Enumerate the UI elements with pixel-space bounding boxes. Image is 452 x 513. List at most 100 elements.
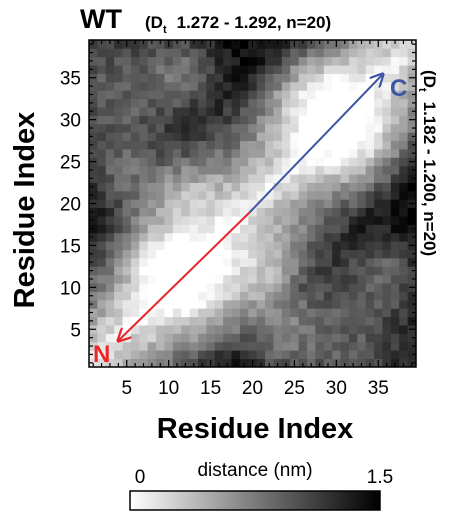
heatmap-cell [374,115,383,125]
heatmap-cell [290,174,300,183]
heatmap-cell [172,174,182,183]
heatmap-cell [256,157,266,167]
heatmap-cell [122,283,132,292]
heatmap-cell [181,216,191,225]
heatmap-cell [114,325,123,334]
heatmap-cell [105,73,115,83]
heatmap-cell [290,73,300,83]
heatmap-cell [189,98,199,108]
heatmap-cell [273,232,283,242]
heatmap-cell [273,266,283,276]
heatmap-cell [332,56,341,66]
heatmap-cell [156,258,165,267]
heatmap-cell [290,65,300,74]
heatmap-cell [97,81,107,91]
heatmap-cell [139,90,149,100]
heatmap-cell [181,207,191,217]
heatmap-cell [89,190,98,200]
heatmap-cell [181,73,191,83]
heatmap-cell [357,107,367,116]
heatmap-cell [239,341,249,351]
heatmap-cell [290,182,300,192]
heatmap-cell [97,182,107,192]
heatmap-cell [399,65,409,74]
heatmap-cell [231,107,241,116]
heatmap-cell [390,81,400,91]
heatmap-cell [290,56,300,66]
heatmap-cell [357,308,367,318]
heatmap-cell [298,182,308,192]
heatmap-cell [105,98,115,108]
heatmap-cell [156,115,165,125]
heatmap-cell [97,291,107,301]
heatmap-cell [223,333,232,343]
heatmap-cell [214,274,224,284]
heatmap-cell [307,115,316,125]
heatmap-cell [198,224,207,234]
heatmap-cell [340,81,350,91]
heatmap-cell [223,149,232,158]
heatmap-cell [248,341,258,351]
heatmap-cell [399,249,409,259]
heatmap-cell [198,98,207,108]
heatmap-cell [281,216,291,225]
heatmap-cell [399,350,409,360]
heatmap-cell [399,216,409,225]
heatmap-cell [374,123,383,133]
heatmap-cell [164,140,174,150]
heatmap-cell [214,123,224,133]
heatmap-cell [105,350,115,360]
heatmap-cell [382,149,392,158]
heatmap-cell [332,316,341,326]
heatmap-cell [214,98,224,108]
heatmap-cell [248,207,258,217]
heatmap-cell [348,232,358,242]
heatmap-cell [374,232,383,242]
heatmap-cell [172,132,182,142]
heatmap-cell [348,249,358,259]
heatmap-cell [290,81,300,91]
heatmap-cell [332,81,341,91]
heatmap-cell [332,291,341,301]
heatmap-cell [198,140,207,150]
heatmap-cell [273,182,283,192]
heatmap-cell [214,115,224,125]
heatmap-cell [365,115,375,125]
heatmap-cell [365,308,375,318]
heatmap-cell [239,140,249,150]
heatmap-cell [273,316,283,326]
heatmap-cell [332,165,341,175]
heatmap-cell [231,283,241,292]
heatmap-cell [315,90,325,100]
heatmap-cell [122,123,132,133]
heatmap-cell [290,325,300,334]
heatmap-cell [97,149,107,158]
heatmap-cell [323,182,333,192]
heatmap-cell [340,350,350,360]
heatmap-cell [323,274,333,284]
heatmap-cell [97,199,107,209]
heatmap-cell [181,249,191,259]
heatmap-cell [365,165,375,175]
heatmap-cell [332,207,341,217]
heatmap-cell [315,140,325,150]
heatmap-cell [290,283,300,292]
heatmap-cell [156,165,165,175]
heatmap-cell [206,232,216,242]
heatmap-cell [340,157,350,167]
heatmap-cell [198,341,207,351]
heatmap-cell [256,90,266,100]
heatmap-cell [239,224,249,234]
heatmap-cell [248,299,258,309]
heatmap-cell [273,107,283,116]
heatmap-cell [298,232,308,242]
heatmap-cell [374,249,383,259]
heatmap-cell [290,241,300,251]
heatmap-cell [248,266,258,276]
heatmap-cell [239,182,249,192]
heatmap-cell [374,266,383,276]
heatmap-cell [399,157,409,167]
heatmap-cell [348,274,358,284]
heatmap-cell [223,165,232,175]
heatmap-cell [114,115,123,125]
